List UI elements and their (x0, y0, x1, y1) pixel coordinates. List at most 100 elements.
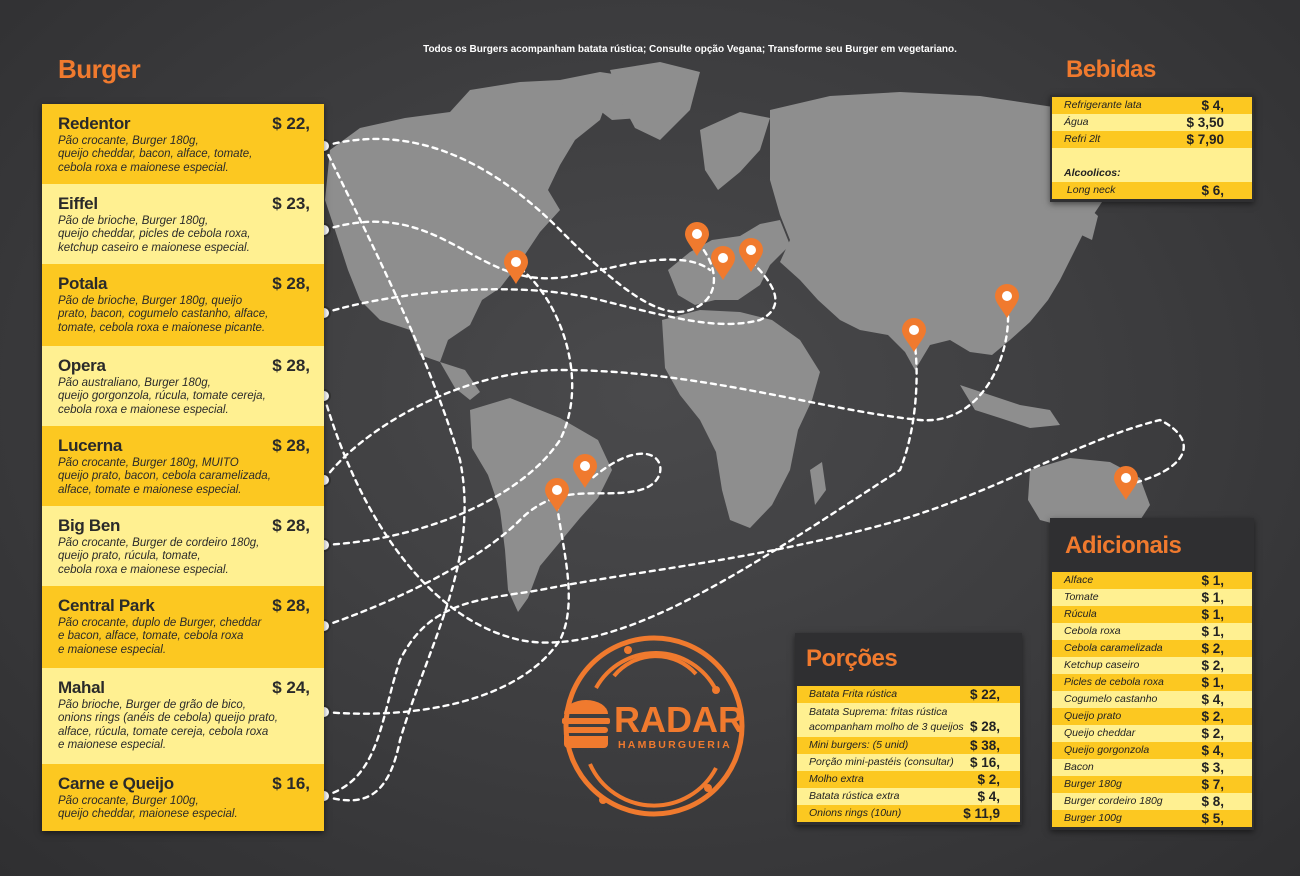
item-price: $ 3,50 (1186, 115, 1224, 130)
bebidas-table: Refrigerante lata $ 4, Água $ 3,50 Refri 2… (1050, 95, 1254, 202)
item-price: $ 1, (1201, 624, 1224, 639)
item-label: Burger 100g (1064, 812, 1122, 824)
burger-name: Big Ben (58, 516, 121, 535)
pin-icon (902, 318, 926, 352)
burger-name: Redentor (58, 114, 131, 133)
burger-description: Pão australiano, Burger 180g, queijo gor… (58, 377, 266, 416)
item-label: Cebola caramelizada (1064, 642, 1163, 654)
list-item: Mahal $ 24, Pão brioche, Burger de grão … (42, 668, 324, 764)
burger-name: Eiffel (58, 194, 98, 213)
table-row: Refri 2lt $ 7,90 (1052, 131, 1252, 148)
table-row: Batata Suprema: fritas rústica acompanha… (797, 703, 1020, 737)
item-price: $ 1, (1201, 675, 1224, 690)
adicionais-heading: Adicionais (1065, 532, 1182, 559)
item-price: $ 2, (1201, 658, 1224, 673)
burger-name: Central Park (58, 596, 155, 615)
item-label: Bacon (1064, 761, 1094, 773)
item-label: Batata Suprema: fritas rústica acompanha… (809, 706, 964, 733)
item-label: Água (1064, 116, 1089, 128)
list-item: Carne e Queijo $ 16, Pão crocante, Burge… (42, 764, 324, 831)
item-label: Picles de cebola roxa (1064, 676, 1164, 688)
item-label: Alface (1064, 574, 1094, 586)
porcoes-table: Batata Frita rústica $ 22, Batata Suprema… (795, 633, 1022, 825)
burger-price: $ 23, (272, 194, 310, 213)
list-item: Lucerna $ 28, Pão crocante, Burger 180g,… (42, 426, 324, 506)
table-row: Tomate $ 1, (1052, 589, 1252, 606)
list-item: Central Park $ 28, Pão crocante, duplo d… (42, 586, 324, 668)
item-price: $ 1, (1201, 607, 1224, 622)
burger-price: $ 28, (272, 274, 310, 293)
item-label: Porção mini-pastéis (consultar) (809, 756, 954, 768)
item-price: $ 8, (1201, 794, 1224, 809)
item-label: Burger cordeiro 180g (1064, 795, 1163, 807)
route-lines (322, 137, 1185, 802)
burger-name: Carne e Queijo (58, 774, 174, 793)
table-row: Burger 100g $ 5, (1052, 810, 1252, 827)
list-item: Potala $ 28, Pão de brioche, Burger 180g… (42, 264, 324, 346)
table-row: Cebola caramelizada $ 2, (1052, 640, 1252, 657)
item-price: $ 28, (969, 719, 1000, 734)
list-item: Big Ben $ 28, Pão crocante, Burger de co… (42, 506, 324, 586)
item-price: $ 7, (1201, 777, 1224, 792)
item-price: $ 4, (1201, 98, 1224, 113)
bebidas-heading: Bebidas (1066, 56, 1156, 83)
item-label: Queijo prato (1064, 710, 1122, 722)
item-price: $ 2, (1201, 726, 1224, 741)
item-price: $ 1, (1201, 573, 1224, 588)
item-label: Onions rings (10un) (809, 807, 902, 819)
item-price: $ 11,9 (963, 806, 1000, 821)
burger-name: Mahal (58, 678, 105, 697)
item-price: $ 5, (1201, 811, 1224, 826)
radar-logo: RADAR HAMBURGUERIA (562, 635, 745, 817)
burger-description: Pão crocante, Burger 100g, queijo chedda… (58, 795, 238, 821)
table-row: Burger cordeiro 180g $ 8, (1052, 793, 1252, 810)
burger-price: $ 24, (272, 678, 310, 697)
item-label: Queijo gorgonzola (1064, 744, 1150, 756)
item-label: Batata Frita rústica (809, 688, 898, 700)
item-label: Alcoolicos: (1064, 167, 1121, 179)
item-price: $ 2, (1201, 641, 1224, 656)
continents (325, 62, 1150, 612)
pin-icon (573, 454, 597, 488)
item-label: Refrigerante lata (1064, 99, 1142, 111)
item-label: Ketchup caseiro (1064, 659, 1140, 671)
pin-icon (1114, 466, 1138, 500)
table-row: Alface $ 1, (1052, 572, 1252, 589)
item-label: Tomate (1064, 591, 1099, 603)
porcoes-heading: Porções (806, 645, 898, 672)
table-row: Cebola roxa $ 1, (1052, 623, 1252, 640)
table-row: Queijo prato $ 2, (1052, 708, 1252, 725)
table-row: Batata Frita rústica $ 22, (797, 686, 1020, 703)
item-label: Molho extra (809, 773, 864, 785)
table-row: Cogumelo castanho $ 4, (1052, 691, 1252, 708)
item-label: Queijo cheddar (1064, 727, 1136, 739)
burger-name: Opera (58, 356, 106, 375)
location-pins (504, 222, 1138, 512)
adicionais-table: Alface $ 1, Tomate $ 1, Rúcula $ 1, Cebola … (1050, 518, 1254, 830)
table-row: Alcoolicos: (1052, 165, 1252, 182)
burger-price: $ 22, (272, 114, 310, 133)
table-row: Batata rústica extra $ 4, (797, 788, 1020, 805)
table-row: Água $ 3,50 (1052, 114, 1252, 131)
pin-icon (711, 246, 735, 280)
item-label: Batata rústica extra (809, 790, 900, 802)
item-price: $ 3, (1201, 760, 1224, 775)
table-row: Long neck $ 6, (1052, 182, 1252, 199)
burger-price: $ 28, (272, 436, 310, 455)
item-label: Burger 180g (1064, 778, 1122, 790)
burger-name: Potala (58, 274, 108, 293)
logo-subtitle: HAMBURGUERIA (618, 739, 732, 751)
item-price: $ 22, (969, 687, 1000, 702)
pin-icon (739, 238, 763, 272)
burger-price: $ 28, (272, 516, 310, 535)
table-row: Molho extra $ 2, (797, 771, 1020, 788)
item-label: Refri 2lt (1064, 133, 1101, 145)
burger-price: $ 16, (272, 774, 310, 793)
burger-description: Pão crocante, Burger 180g, MUITO queijo … (58, 457, 271, 496)
item-price: $ 7,90 (1186, 132, 1224, 147)
table-row: Rúcula $ 1, (1052, 606, 1252, 623)
table-row: Refrigerante lata $ 4, (1052, 97, 1252, 114)
menu-note: Todos os Burgers acompanham batata rústi… (423, 44, 957, 55)
logo-name: RADAR (614, 699, 744, 740)
item-price: $ 4, (1201, 743, 1224, 758)
